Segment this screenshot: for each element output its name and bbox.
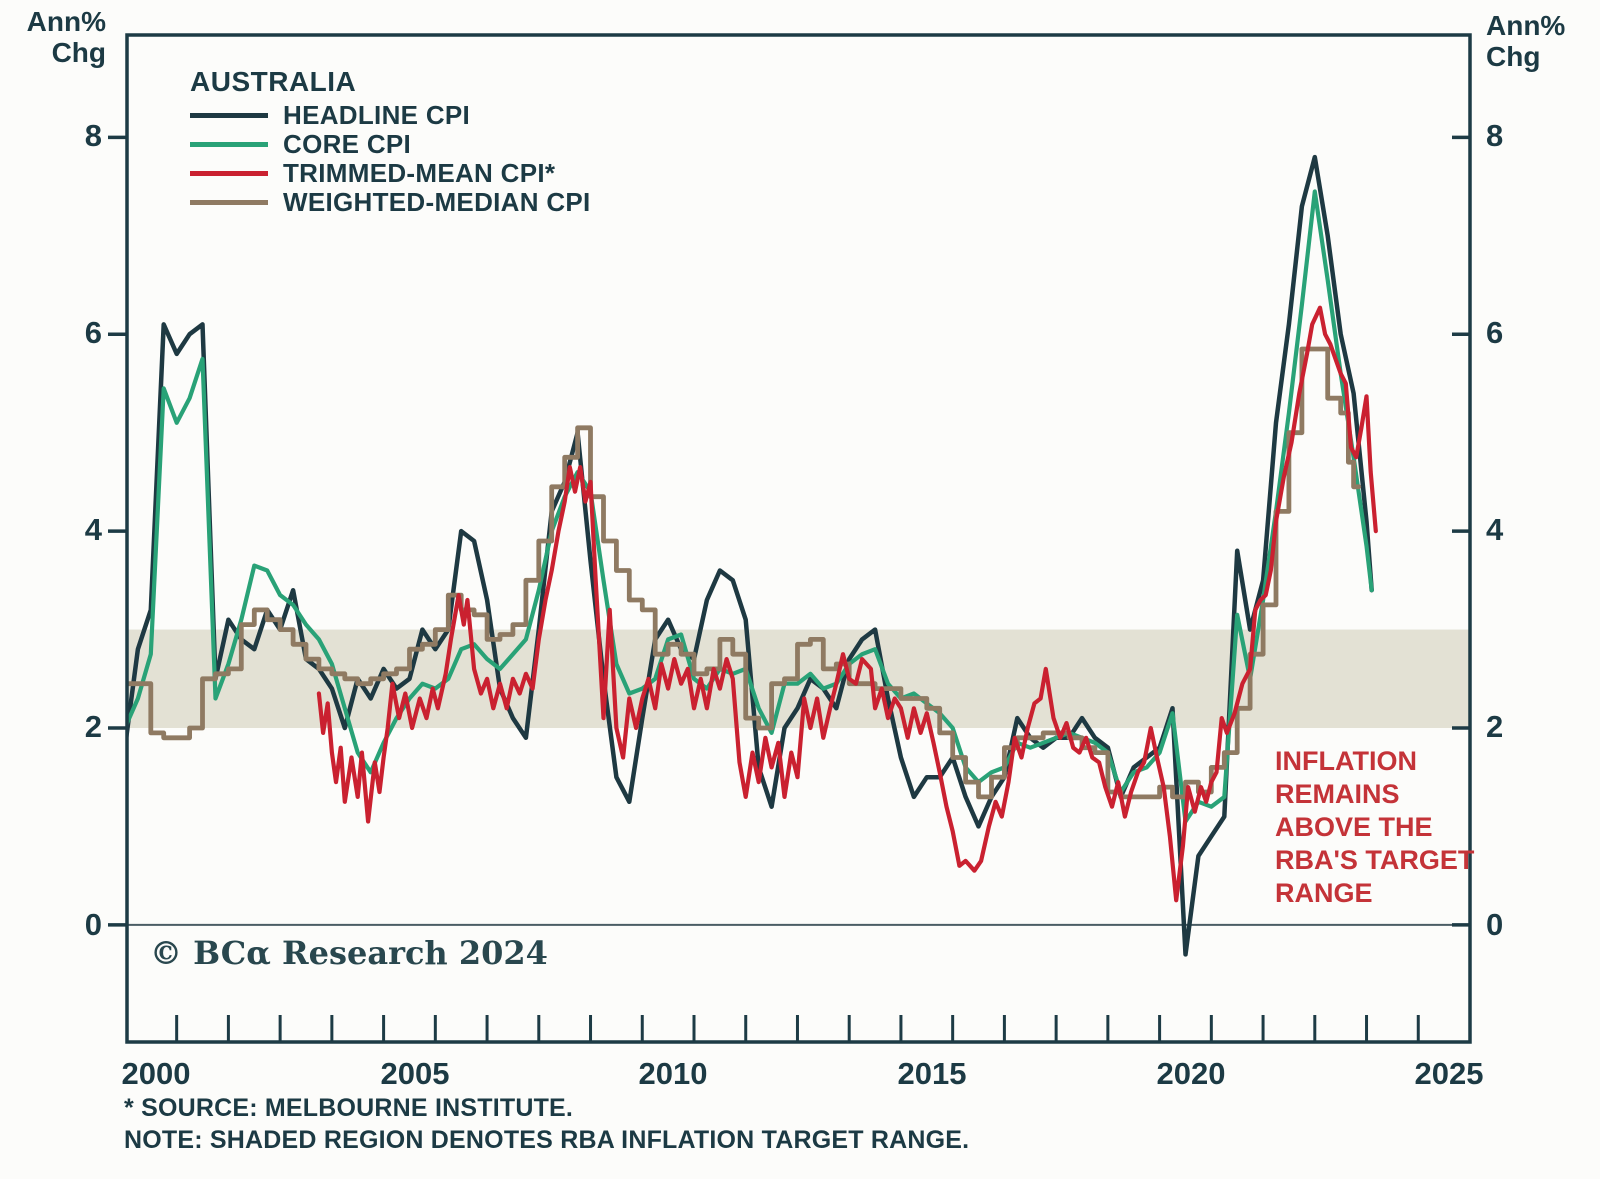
y-axis-unit-right: Ann% Chg	[1486, 10, 1600, 72]
legend-item-core-cpi: CORE CPI	[190, 129, 591, 159]
y-axis-unit-left: Ann% Chg	[18, 6, 106, 68]
y-axis-unit-line2: Chg	[1486, 41, 1541, 72]
core-cpi-line-swatch-icon	[190, 142, 268, 147]
annotation-line: RBA'S TARGET	[1275, 845, 1475, 875]
y-tick-label-8-left: 8	[84, 118, 102, 153]
y-tick-label-2-left: 2	[84, 709, 102, 744]
x-tick-label-2005: 2005	[380, 1056, 450, 1091]
y-tick-label-2-right: 2	[1486, 709, 1504, 744]
legend-item-trimmed-mean-cpi: TRIMMED-MEAN CPI*	[190, 158, 591, 188]
legend-item-weighted-median-cpi: WEIGHTED-MEDIAN CPI	[190, 187, 591, 217]
note-footnote: NOTE: SHADED REGION DENOTES RBA INFLATIO…	[124, 1126, 970, 1154]
y-tick-label-4-right: 4	[1486, 512, 1504, 547]
series-line-trimmed-mean-cpi	[316, 305, 1378, 903]
y-tick-label-6-left: 6	[84, 315, 102, 350]
x-tick-label-2000: 2000	[121, 1056, 191, 1091]
y-axis-unit-line1: Ann%	[26, 6, 106, 37]
series-line-weighted-median-cpi	[127, 346, 1362, 800]
x-tick-label-2015: 2015	[897, 1056, 967, 1091]
plot-border	[125, 33, 1472, 1044]
y-tick-label-6-right: 6	[1486, 315, 1504, 350]
legend-label: HEADLINE CPI	[283, 100, 471, 130]
source-footnote: * SOURCE: MELBOURNE INSTITUTE.	[124, 1094, 574, 1122]
footnotes: * SOURCE: MELBOURNE INSTITUTE. NOTE: SHA…	[124, 1092, 969, 1156]
y-tick-label-0-right: 0	[1486, 907, 1504, 942]
y-axis-unit-line1: Ann%	[1486, 10, 1566, 41]
headline-cpi-line-swatch-icon	[190, 113, 268, 118]
annotation-line: RANGE	[1275, 878, 1373, 908]
annotation-line: REMAINS	[1275, 779, 1400, 809]
y-tick-label-4-left: 4	[84, 512, 102, 547]
y-axis-unit-line2: Chg	[51, 37, 106, 68]
annotation-line: INFLATION	[1275, 746, 1417, 776]
inflation-annotation: INFLATION REMAINS ABOVE THE RBA'S TARGET…	[1275, 745, 1474, 910]
x-tick-label-2020: 2020	[1156, 1056, 1226, 1091]
legend: AUSTRALIA HEADLINE CPI CORE CPI TRIMMED-…	[190, 66, 591, 217]
y-tick-label-8-right: 8	[1486, 118, 1504, 153]
copyright-notice: © BCα Research 2024	[150, 934, 548, 972]
legend-label: CORE CPI	[283, 129, 412, 159]
legend-label: TRIMMED-MEAN CPI*	[283, 158, 556, 188]
x-tick-label-2010: 2010	[638, 1056, 708, 1091]
y-tick-label-0-left: 0	[84, 907, 102, 942]
x-tick-label-2025: 2025	[1414, 1056, 1484, 1091]
trimmed-mean-cpi-line-swatch-icon	[190, 171, 268, 176]
legend-item-headline-cpi: HEADLINE CPI	[190, 100, 591, 130]
weighted-median-cpi-line-swatch-icon	[190, 200, 268, 205]
chart-title: AUSTRALIA	[190, 66, 357, 97]
legend-label: WEIGHTED-MEDIAN CPI	[283, 187, 591, 217]
annotation-line: ABOVE THE	[1275, 812, 1433, 842]
